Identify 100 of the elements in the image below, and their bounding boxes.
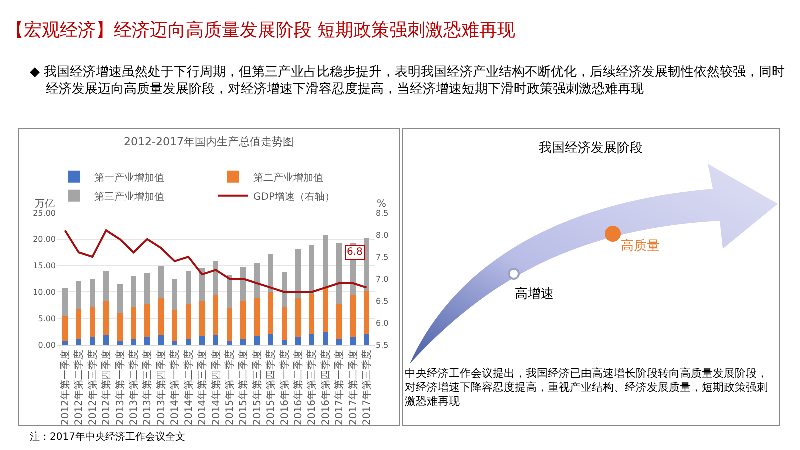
y2-tick-label: 5.5 — [376, 340, 389, 350]
bar — [76, 340, 82, 345]
y2-tick-label: 6.0 — [376, 318, 389, 328]
bar — [296, 338, 301, 345]
bar — [226, 308, 232, 342]
bar — [296, 249, 301, 298]
x-tick-label: 2015年第一季度 — [224, 350, 236, 426]
y2-tick-label: 8.5 — [376, 208, 389, 218]
bar — [336, 340, 342, 345]
bar — [268, 292, 274, 334]
bar — [144, 274, 150, 304]
bar — [90, 279, 96, 307]
bar — [186, 339, 192, 345]
bar — [62, 316, 68, 342]
bar — [117, 313, 123, 342]
bar — [90, 338, 96, 345]
bar — [322, 286, 328, 332]
x-tick-label: 2017年第一季度 — [334, 350, 346, 426]
x-tick-label: 2017年第二季度 — [347, 350, 360, 426]
x-tick-label: 2013年第四季度 — [155, 350, 168, 426]
bar — [104, 336, 110, 345]
bar — [364, 291, 370, 334]
x-tick-label: 2016年第四季度 — [320, 350, 332, 426]
bar — [104, 301, 110, 336]
bar — [282, 340, 288, 345]
annotation: 6.8 — [347, 247, 363, 258]
text: 我国经济发展阶段 — [538, 140, 644, 157]
bar — [282, 306, 288, 340]
bar — [350, 337, 356, 345]
y-tick-label: 25.00 — [33, 208, 56, 218]
bar — [240, 266, 246, 302]
bar — [350, 294, 356, 338]
x-tick-label: 2013年第三季度 — [142, 350, 154, 426]
chart-title: 【宏观经济】经济迈向高质量发展阶段 短期政策强刺激恐难再现 — [6, 19, 516, 42]
bar — [336, 304, 342, 340]
bar — [268, 254, 274, 292]
bar — [158, 298, 164, 336]
y2-tick-label: 8.0 — [376, 230, 389, 240]
bar — [309, 245, 315, 294]
y2-axis-title: % — [377, 199, 387, 210]
x-tick-label: 2012年第二季度 — [73, 350, 86, 426]
x-tick-label: 2012年第三季度 — [86, 350, 99, 426]
bar — [309, 334, 315, 345]
bar — [200, 336, 206, 345]
bar — [200, 268, 206, 302]
y2-tick-label: 6.5 — [376, 296, 389, 306]
x-tick-label: 2015年第三季度 — [251, 350, 264, 426]
line-series — [64, 230, 368, 294]
bar — [172, 280, 178, 311]
x-tick-label: 2012年第四季度 — [100, 350, 113, 426]
x-tick-label: 2014年第一季度 — [169, 350, 182, 426]
bar — [254, 263, 260, 299]
bar — [200, 301, 206, 337]
bar — [240, 302, 246, 340]
bar — [296, 298, 301, 338]
bar — [131, 306, 136, 340]
bar — [90, 306, 96, 338]
bar — [76, 282, 82, 310]
text: 注：2017年中央经济工作会议全文 — [30, 430, 186, 444]
y-tick-label: 0.00 — [38, 340, 56, 350]
bar — [336, 244, 342, 304]
bar — [117, 341, 123, 345]
legend-label: 第三产业增加值 — [94, 190, 164, 203]
bar — [268, 334, 274, 345]
x-tick-label: 2012年第一季度 — [59, 350, 72, 426]
bar — [226, 341, 232, 345]
legend-label: 第一产业增加值 — [94, 172, 164, 184]
bar — [62, 341, 68, 345]
y2-tick-label: 7.0 — [376, 274, 389, 284]
bar — [322, 236, 328, 287]
bar — [144, 304, 150, 338]
bar — [213, 295, 219, 335]
x-tick-label: 2013年第一季度 — [114, 350, 126, 426]
x-tick-label: 2014年第二季度 — [182, 350, 195, 426]
bar — [76, 309, 82, 340]
x-tick-label: 2014年第四季度 — [210, 350, 222, 426]
x-tick-label: 2016年第一季度 — [278, 350, 291, 426]
bar — [158, 336, 164, 345]
text: 高质量 — [621, 238, 660, 255]
y-tick-label: 10.00 — [33, 288, 56, 297]
legend-label: GDP增速（右轴） — [254, 190, 335, 203]
bar — [172, 341, 178, 345]
bar — [104, 271, 110, 302]
x-tick-label: 2017年第三季度 — [361, 350, 374, 426]
y2-tick-label: 7.5 — [376, 252, 389, 262]
bar — [364, 334, 370, 345]
x-tick-label: 2013年第二季度 — [128, 350, 140, 426]
y-tick-label: 5.00 — [38, 314, 56, 324]
y-tick-label: 20.00 — [33, 235, 56, 244]
x-tick-label: 2014年第三季度 — [196, 350, 209, 426]
y-axis-title: 万亿 — [35, 199, 55, 210]
y-tick-label: 15.00 — [33, 262, 56, 271]
bar — [186, 304, 192, 340]
bar — [62, 288, 68, 316]
bar — [364, 238, 370, 292]
bar — [282, 272, 288, 307]
bar — [309, 294, 315, 334]
bar — [322, 332, 328, 345]
text: 中央经济工作会议提出，我国经济已由高速增长阶段转向高质量发展阶段，对经济增速下降容忍度提高，重视产业结构、经济发展质量，短期政策强刺激恐难再现 — [405, 367, 769, 409]
bar — [240, 340, 246, 345]
